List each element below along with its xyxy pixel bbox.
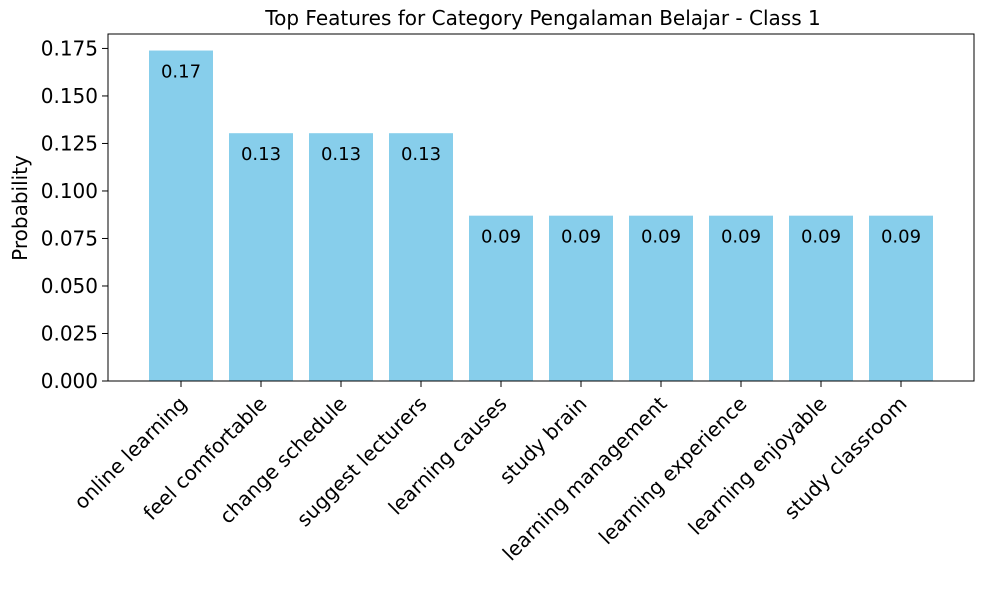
bar-1 [149,50,213,381]
bar-4 [389,133,453,381]
y-tick-label: 0.150 [41,84,98,108]
bar-10 [869,215,933,381]
bar-value-label: 0.09 [561,227,601,248]
y-tick-label: 0.075 [41,226,98,250]
bars-group: 0.17 0.13 0.13 0.13 0.09 0.09 0.09 0.09 0.09 0.09 [149,50,933,381]
bar-value-label: 0.09 [801,227,841,248]
bar-value-label: 0.09 [481,227,521,248]
plot-frame [107,33,975,382]
bar-9 [789,215,853,381]
chart-title: Top Features for Category Pengalaman Bel… [264,6,820,30]
bar-value-label: 0.09 [721,227,761,248]
y-tick-label: 0.175 [41,36,98,60]
bar-value-label: 0.13 [321,144,361,165]
bar-value-label: 0.09 [881,227,921,248]
bar-3 [309,133,373,381]
bar-2 [229,133,293,381]
y-tick-label: 0.000 [41,369,98,393]
bar-value-label: 0.13 [241,144,281,165]
bar-value-label: 0.17 [161,62,201,83]
bar-5 [469,215,533,381]
bar-value-label: 0.13 [401,144,441,165]
bar-value-label: 0.09 [641,227,681,248]
y-tick-label: 0.125 [41,131,98,155]
bar-8 [709,215,773,381]
bar-6 [549,215,613,381]
x-tick-label: learning management [498,391,672,565]
x-tick-label: learning enjoyable [683,392,831,540]
x-tick-label: learning experience [594,392,752,550]
y-tick-label: 0.050 [41,274,98,298]
bar-7 [629,215,693,381]
y-tick-label: 0.025 [41,321,98,345]
y-ticks-group: 0.000 0.025 0.050 0.075 0.100 0.125 0.150 0.175 [41,36,108,393]
y-axis-label: Probability [8,155,32,261]
y-tick-label: 0.100 [41,179,98,203]
